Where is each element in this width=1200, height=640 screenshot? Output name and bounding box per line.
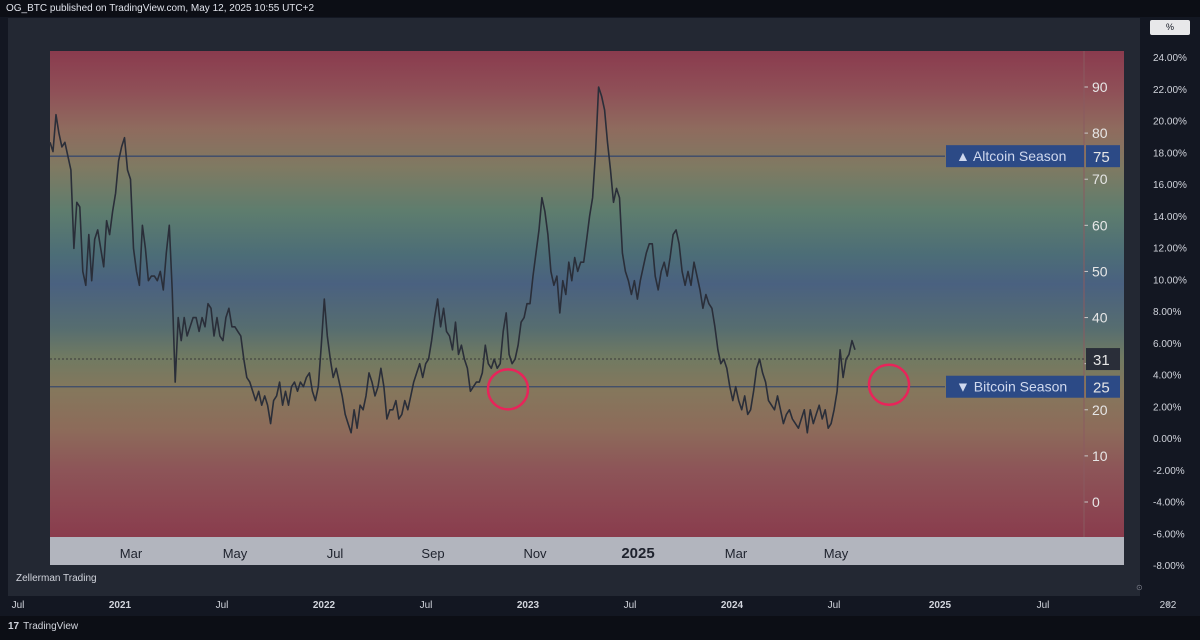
percent-tick-label: -6.00% — [1153, 529, 1185, 540]
percent-tick-label: 2.00% — [1153, 402, 1181, 413]
inner-x-tick-label: Mar — [725, 546, 748, 561]
plot-area[interactable] — [50, 51, 1124, 537]
percent-tick-label: -2.00% — [1153, 466, 1185, 477]
outer-x-tick-label: 2022 — [313, 600, 336, 611]
inner-x-tick-label: Sep — [421, 546, 444, 561]
inner-x-tick-label: Jul — [327, 546, 344, 561]
inner-x-tick-label: May — [223, 546, 248, 561]
level-value-box — [1086, 145, 1120, 168]
scale-options-icon[interactable]: ⊙ — [1136, 583, 1143, 592]
outer-x-tick-label: Jul — [420, 600, 433, 611]
percent-tick-label: 10.00% — [1153, 275, 1187, 286]
percent-scale-button[interactable]: % — [1150, 20, 1190, 35]
percent-tick-label: 8.00% — [1153, 307, 1181, 318]
outer-x-tick-label: Jul — [828, 600, 841, 611]
level-value-box — [1086, 375, 1120, 398]
y-tick-label: 60 — [1092, 217, 1108, 233]
highlight-circle — [486, 368, 530, 411]
brand-name: TradingView — [23, 621, 79, 632]
y-tick-label: 70 — [1092, 171, 1108, 187]
scroll-right-icon[interactable]: ▲ — [1164, 598, 1173, 608]
outer-x-tick-label: 2021 — [109, 600, 132, 611]
percent-tick-label: -4.00% — [1153, 498, 1185, 509]
percent-tick-label: 14.00% — [1153, 212, 1187, 223]
percent-tick-label: -8.00% — [1153, 561, 1185, 572]
level-label-text: ▲ Altcoin Season — [956, 148, 1066, 164]
percent-tick-label: 16.00% — [1153, 180, 1187, 191]
outer-x-tick-label: Jul — [216, 600, 229, 611]
y-tick-label: 40 — [1092, 310, 1108, 326]
level-value-text: 25 — [1093, 380, 1110, 397]
percent-tick-label: 24.00% — [1153, 53, 1187, 64]
highlight-circle — [867, 363, 911, 406]
current-value-text: 31 — [1093, 352, 1110, 369]
author-credit: Zellerman Trading — [16, 573, 97, 584]
level-label-box — [946, 375, 1084, 398]
percent-tick-label: 22.00% — [1153, 85, 1187, 96]
y-tick-label: 90 — [1092, 79, 1108, 95]
published-header: OG_BTC published on TradingView.com, May… — [0, 0, 1200, 17]
outer-x-tick-label: Jul — [1037, 600, 1050, 611]
level-label-box — [946, 145, 1084, 168]
outer-x-tick-label: Jul — [12, 600, 25, 611]
footer-bar — [0, 616, 1200, 640]
y-tick-label: 80 — [1092, 125, 1108, 141]
inner-x-tick-label: Mar — [120, 546, 143, 561]
percent-tick-label: 20.00% — [1153, 117, 1187, 128]
outer-x-tick-label: 2023 — [517, 600, 540, 611]
tradingview-brand[interactable]: 17 TradingView — [8, 621, 78, 632]
inner-time-axis[interactable] — [50, 537, 1124, 565]
level-value-text: 75 — [1093, 149, 1110, 166]
y-tick-label: 0 — [1092, 494, 1100, 510]
inner-x-tick-label: Nov — [523, 546, 547, 561]
y-tick-label: 10 — [1092, 448, 1108, 464]
inner-x-tick-label: May — [824, 546, 849, 561]
percent-tick-label: 18.00% — [1153, 148, 1187, 159]
tradingview-logo-icon: 17 — [8, 621, 20, 632]
outer-time-axis[interactable] — [0, 596, 1200, 616]
inner-x-tick-label: 2025 — [621, 545, 654, 562]
series-line — [49, 86, 856, 434]
current-value-box — [1086, 348, 1120, 371]
outer-x-tick-label: 2024 — [721, 600, 744, 611]
y-tick-label: 20 — [1092, 402, 1108, 418]
percent-tick-label: 4.00% — [1153, 371, 1181, 382]
outer-x-tick-label: 2025 — [929, 600, 952, 611]
level-label-text: ▼ Bitcoin Season — [956, 379, 1067, 395]
outer-x-tick-label: 202 — [1160, 600, 1177, 611]
outer-x-tick-label: Jul — [624, 600, 637, 611]
percent-tick-label: 6.00% — [1153, 339, 1181, 350]
percent-tick-label: 0.00% — [1153, 434, 1181, 445]
percent-tick-label: 12.00% — [1153, 244, 1187, 255]
percent-price-axis[interactable] — [1140, 18, 1200, 596]
y-tick-label: 50 — [1092, 263, 1108, 279]
